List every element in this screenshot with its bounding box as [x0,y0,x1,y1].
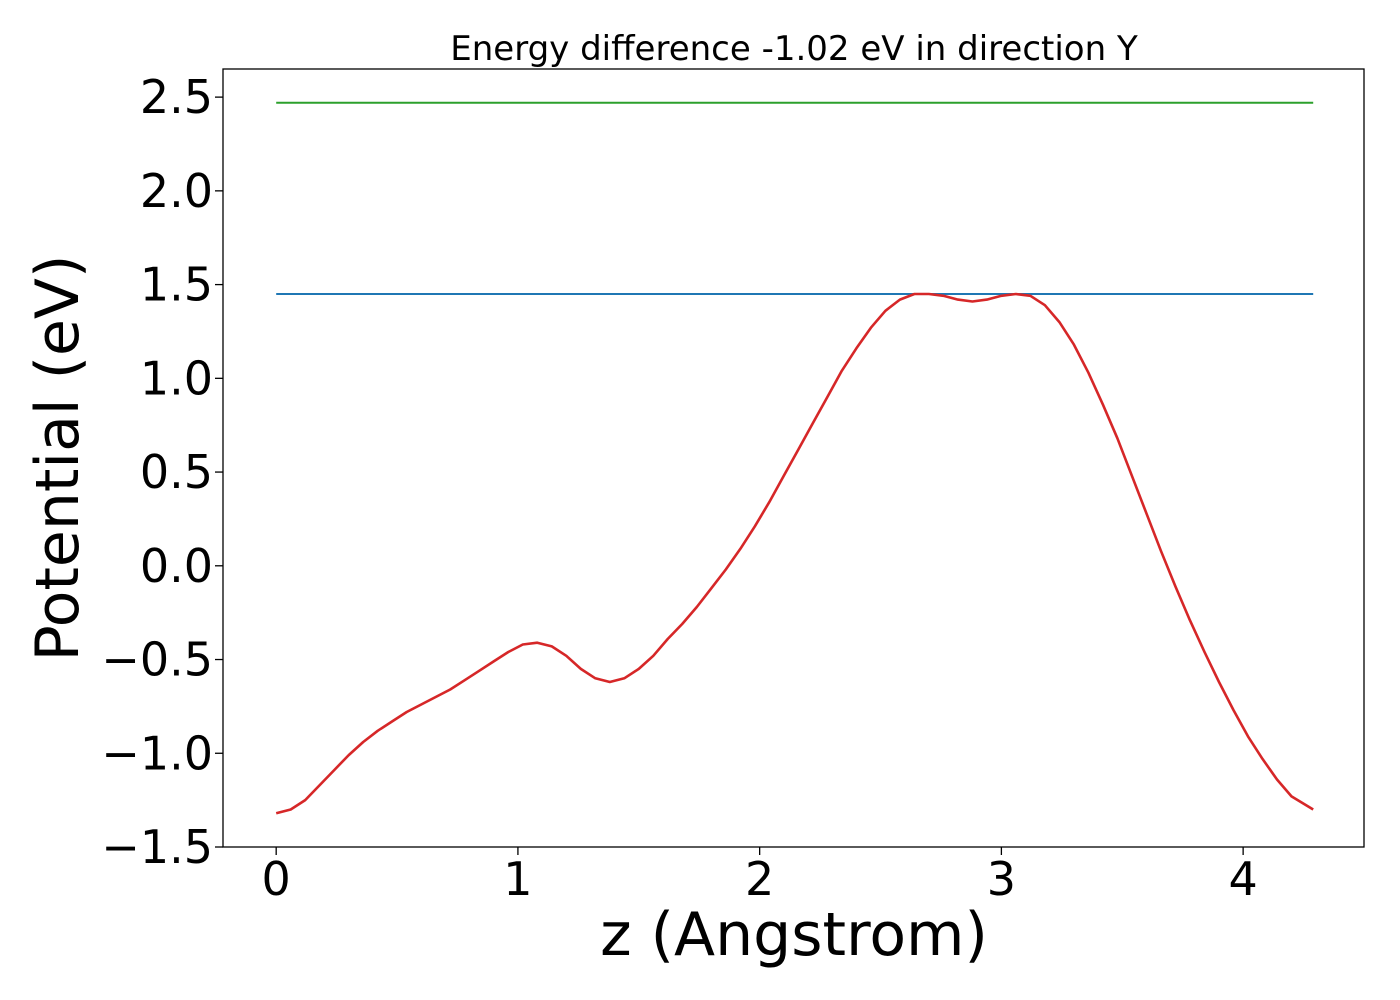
x-tick-label: 2 [745,852,774,906]
plot-frame [222,68,1365,848]
y-tick-label: 0.5 [140,445,213,499]
y-tick-label: 0.0 [140,539,213,593]
series-line-3 [275,292,1314,815]
chart-title: Energy difference -1.02 eV in direction … [450,29,1138,69]
x-tick-label: 4 [1228,852,1257,906]
y-tick-label: −1.5 [101,820,213,874]
series-layer [275,101,1314,815]
y-tick-label: 2.0 [140,164,213,218]
x-axis: 0 1 2 3 4 [262,847,1258,906]
y-tick-label: −0.5 [101,633,213,687]
x-tick-label: 0 [262,852,291,906]
y-axis: −1.5 −1.0 −0.5 0.0 0.5 1.0 1.5 2.0 2.5 [101,70,223,874]
x-tick-label: 1 [503,852,532,906]
y-tick-label: 1.0 [140,351,213,405]
y-tick-label: 1.5 [140,258,213,312]
y-tick-label: −1.0 [101,726,213,780]
x-axis-label: z (Angstrom) [600,900,988,970]
y-axis-label: Potential (eV) [23,255,93,662]
x-tick-label: 3 [987,852,1016,906]
y-tick-label: 2.5 [140,70,213,124]
